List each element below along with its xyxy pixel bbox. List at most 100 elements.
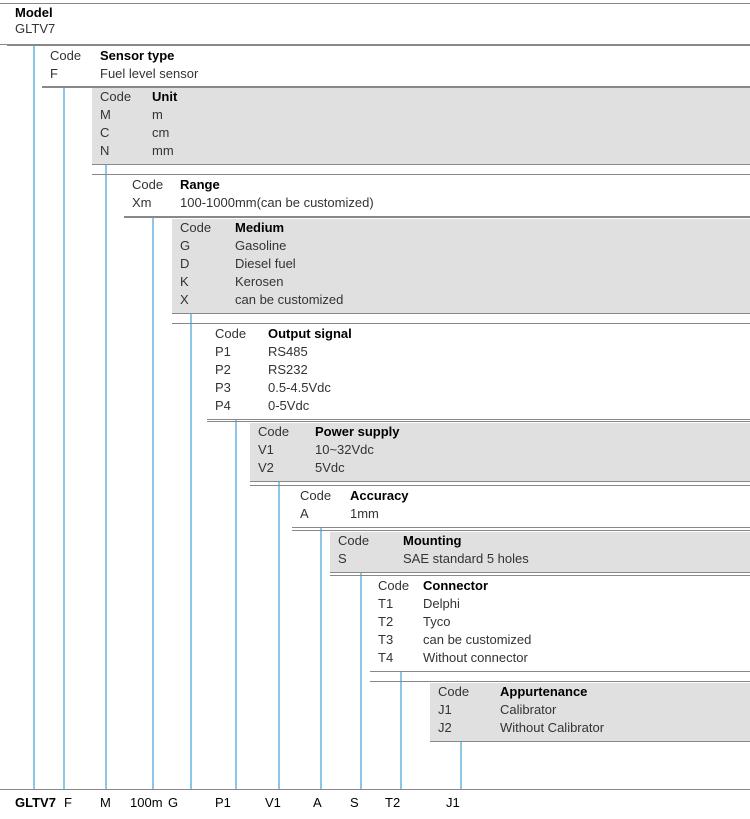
appurt-header-row: CodeAppurtenance [438, 683, 604, 701]
power-row-0: V110~32Vdc [258, 441, 400, 459]
example-part-3: 100m [130, 795, 163, 810]
unit-code-2: N [100, 142, 152, 160]
medium-val-0: Gasoline [235, 237, 286, 255]
medium-bottom-rule [172, 313, 750, 314]
appurt-code-1: J2 [438, 719, 500, 737]
accuracy-val-0: 1mm [350, 505, 379, 523]
appurt-connector-line [460, 741, 462, 789]
medium-title: Medium [235, 220, 284, 235]
medium-row-3: Xcan be customized [180, 291, 343, 309]
model-row-0: GLTV7 [15, 20, 55, 38]
output-code-0: P1 [215, 343, 268, 361]
appurt-bottom-rule [430, 741, 750, 742]
output-val-2: 0.5-4.5Vdc [268, 379, 331, 397]
mounting-bottom-rule [330, 572, 750, 573]
medium-code-1: D [180, 255, 235, 273]
mounting-section: CodeMountingSSAE standard 5 holes [338, 532, 529, 568]
range-code-0: Xm [132, 194, 180, 212]
power-section: CodePower supplyV110~32VdcV25Vdc [258, 423, 400, 477]
medium-row-1: DDiesel fuel [180, 255, 343, 273]
sensor-title: Sensor type [100, 48, 174, 63]
unit-top-rule [42, 86, 750, 87]
power-bottom-rule [250, 481, 750, 482]
power-code-header: Code [258, 423, 315, 441]
mounting-code-header: Code [338, 532, 403, 550]
example-part-10: J1 [446, 795, 460, 810]
accuracy-title: Accuracy [350, 488, 409, 503]
power-row-1: V25Vdc [258, 459, 400, 477]
unit-val-1: cm [152, 124, 169, 142]
medium-row-2: KKerosen [180, 273, 343, 291]
model-section: ModelGLTV7 [15, 5, 55, 38]
unit-section: CodeUnitMmCcmNmm [100, 88, 177, 160]
accuracy-connector-line [320, 527, 322, 789]
output-bottom-rule [207, 419, 750, 420]
power-header-row: CodePower supply [258, 423, 400, 441]
medium-val-2: Kerosen [235, 273, 283, 291]
connector-code-header: Code [378, 577, 423, 595]
medium-header-row: CodeMedium [180, 219, 343, 237]
output-code-header: Code [215, 325, 268, 343]
power-connector-line [278, 481, 280, 789]
example-part-8: S [350, 795, 359, 810]
sensor-val-0: Fuel level sensor [100, 65, 198, 83]
power-val-0: 10~32Vdc [315, 441, 374, 459]
example-part-2: M [100, 795, 111, 810]
sensor-connector-line [63, 87, 65, 789]
appurt-code-0: J1 [438, 701, 500, 719]
power-title: Power supply [315, 424, 400, 439]
output-top-rule [172, 323, 750, 324]
output-section: CodeOutput signalP1RS485P2RS232P30.5-4.5… [215, 325, 352, 415]
medium-val-1: Diesel fuel [235, 255, 296, 273]
order-code-diagram: ModelGLTV7CodeSensor typeFFuel level sen… [0, 0, 750, 819]
mounting-header-row: CodeMounting [338, 532, 529, 550]
example-part-0: GLTV7 [15, 795, 56, 810]
medium-section: CodeMediumGGasolineDDiesel fuelKKerosenX… [180, 219, 343, 309]
appurt-section: CodeAppurtenanceJ1CalibratorJ2Without Ca… [438, 683, 604, 737]
connector-code-2: T3 [378, 631, 423, 649]
unit-shaded-bg [92, 88, 750, 164]
accuracy-header-row: CodeAccuracy [300, 487, 409, 505]
connector-bottom-rule [370, 671, 750, 672]
accuracy-section: CodeAccuracyA1mm [300, 487, 409, 523]
connector-val-2: can be customized [423, 631, 531, 649]
power-val-1: 5Vdc [315, 459, 345, 477]
connector-code-3: T4 [378, 649, 423, 667]
connector-val-3: Without connector [423, 649, 528, 667]
connector-header-row: CodeConnector [378, 577, 531, 595]
example-part-7: A [313, 795, 322, 810]
appurt-top-rule [370, 681, 750, 682]
appurt-code-header: Code [438, 683, 500, 701]
connector-title: Connector [423, 578, 488, 593]
accuracy-top-rule [250, 485, 750, 486]
output-row-1: P2RS232 [215, 361, 352, 379]
accuracy-code-0: A [300, 505, 350, 523]
sensor-code-header: Code [50, 47, 100, 65]
unit-bottom-rule [92, 164, 750, 165]
model-connector-line [33, 45, 35, 789]
mounting-row-0: SSAE standard 5 holes [338, 550, 529, 568]
sensor-header-row: CodeSensor type [50, 47, 198, 65]
unit-val-0: m [152, 106, 163, 124]
mounting-top-rule [292, 530, 750, 531]
range-code-header: Code [132, 176, 180, 194]
output-code-3: P4 [215, 397, 268, 415]
connector-val-1: Tyco [423, 613, 450, 631]
range-header-row: CodeRange [132, 176, 374, 194]
medium-code-3: X [180, 291, 235, 309]
accuracy-row-0: A1mm [300, 505, 409, 523]
unit-title: Unit [152, 89, 177, 104]
range-val-0: 100-1000mm(can be customized) [180, 194, 374, 212]
medium-connector-line [190, 313, 192, 789]
unit-header-row: CodeUnit [100, 88, 177, 106]
output-row-3: P40-5Vdc [215, 397, 352, 415]
power-code-1: V2 [258, 459, 315, 477]
output-val-1: RS232 [268, 361, 308, 379]
unit-connector-line [105, 164, 107, 789]
output-connector-line [235, 419, 237, 789]
output-val-3: 0-5Vdc [268, 397, 309, 415]
accuracy-code-header: Code [300, 487, 350, 505]
model-bottom-rule [0, 44, 750, 45]
connector-code-1: T2 [378, 613, 423, 631]
appurt-title: Appurtenance [500, 684, 587, 699]
